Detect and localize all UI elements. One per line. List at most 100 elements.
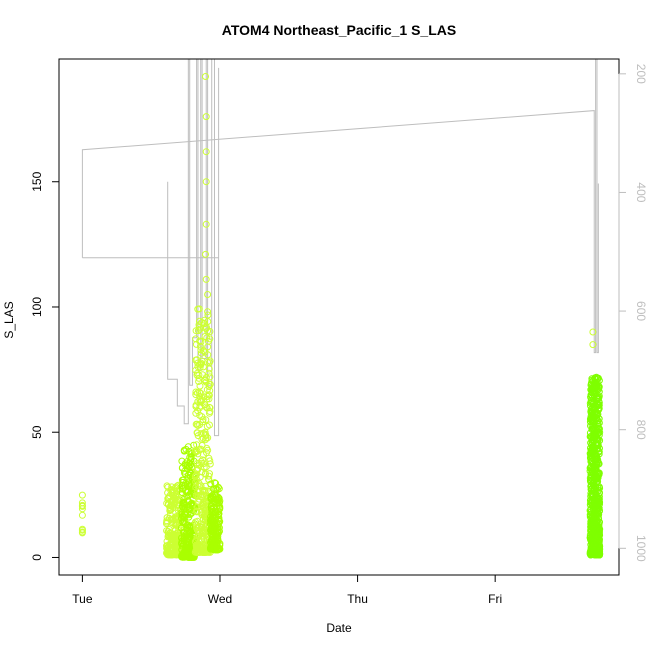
- scatter-point: [204, 393, 211, 400]
- scatter-point: [596, 550, 604, 558]
- scatter-point: [78, 525, 86, 533]
- scatter-point: [203, 422, 211, 430]
- scatter-point: [181, 469, 189, 477]
- scatter-point: [197, 482, 205, 490]
- scatter-point: [197, 458, 205, 465]
- scatter-point: [202, 436, 209, 444]
- scatter-point: [202, 487, 210, 495]
- scatter-point: [78, 505, 86, 513]
- scatter-point: [185, 491, 193, 499]
- scatter-point: [194, 305, 202, 313]
- scatter-point: [591, 485, 598, 493]
- scatter-point: [195, 479, 203, 487]
- scatter-point: [588, 407, 596, 415]
- scatter-point: [205, 391, 213, 399]
- scatter-point: [192, 356, 200, 364]
- scatter-point: [192, 391, 200, 399]
- scatter-point: [193, 447, 201, 455]
- scatter-point: [595, 460, 603, 468]
- x-tick-label: Thu: [347, 592, 368, 606]
- scatter-point: [203, 444, 211, 452]
- scatter-point: [595, 415, 603, 423]
- scatter-point: [215, 520, 223, 528]
- scatter-point: [195, 378, 203, 385]
- scatter-point: [201, 428, 209, 436]
- scatter-point: [214, 529, 222, 537]
- scatter-point: [210, 538, 218, 546]
- scatter-point: [167, 533, 175, 541]
- scatter-point: [199, 416, 207, 424]
- scatter-point: [168, 486, 176, 494]
- scatter-point: [206, 409, 213, 417]
- scatter-point: [192, 478, 200, 486]
- scatter-point: [197, 509, 205, 516]
- scatter-point: [192, 420, 200, 428]
- scatter-point: [588, 527, 596, 535]
- scatter-point: [202, 73, 209, 80]
- scatter-point: [78, 511, 86, 519]
- scatter-point: [206, 357, 214, 365]
- scatter-point: [178, 514, 186, 522]
- scatter-point: [213, 545, 221, 553]
- y2-tick-label: 800: [634, 420, 648, 440]
- scatter-point: [196, 402, 204, 410]
- scatter-point: [594, 505, 602, 513]
- scatter-point: [195, 498, 203, 506]
- scatter-point: [215, 510, 223, 518]
- scatter-point: [588, 438, 596, 445]
- scatter-point: [202, 113, 210, 121]
- scatter-point: [594, 474, 602, 482]
- scatter-point: [203, 449, 210, 457]
- x-tick-label: Fri: [488, 592, 502, 606]
- scatter-point: [207, 480, 215, 488]
- scatter-point: [171, 526, 179, 534]
- scatter-point: [596, 484, 604, 492]
- scatter-point: [589, 341, 597, 349]
- scatter-point: [587, 511, 595, 519]
- scatter-point: [587, 538, 595, 546]
- scatter-point: [593, 431, 601, 439]
- y-axis-left: 0 50 100 150: [30, 171, 60, 561]
- scatter-point: [593, 453, 601, 461]
- scatter-point: [194, 530, 202, 538]
- scatter-point: [591, 467, 599, 475]
- x-tick-label: Wed: [208, 592, 232, 606]
- scatter-point: [590, 516, 598, 524]
- scatter-point: [208, 509, 216, 517]
- plot-frame: [58, 58, 620, 576]
- scatter-point: [195, 323, 203, 331]
- scatter-point: [186, 511, 194, 519]
- scatter-point: [183, 544, 191, 552]
- scatter-point: [205, 365, 213, 373]
- x-axis: Tue Wed Thu Fri: [72, 574, 502, 606]
- scatter-point: [586, 534, 594, 542]
- scatter-point: [202, 374, 210, 381]
- scatter-point: [206, 373, 214, 381]
- scatter-point: [186, 532, 194, 540]
- scatter-point: [204, 311, 212, 319]
- scatter-point: [214, 495, 222, 503]
- scatter-point: [592, 543, 600, 551]
- scatter-point: [193, 471, 200, 479]
- scatter-point: [586, 477, 594, 485]
- scatter-point: [211, 479, 219, 487]
- scatter-point: [212, 492, 220, 500]
- scatter-point: [208, 518, 216, 525]
- scatter-point: [594, 526, 602, 534]
- line-series-layer: [81, 58, 599, 437]
- scatter-point: [164, 483, 172, 491]
- scatter-point: [195, 445, 203, 453]
- scatter-point: [192, 521, 200, 529]
- scatter-point: [587, 391, 595, 399]
- scatter-point: [204, 291, 212, 298]
- scatter-point: [194, 389, 201, 397]
- scatter-point: [203, 323, 210, 331]
- scatter-point: [199, 548, 207, 556]
- y2-tick-label: 1000: [634, 535, 648, 562]
- scatter-point: [187, 453, 195, 461]
- scatter-point: [202, 148, 210, 156]
- scatter-point: [201, 348, 209, 356]
- y2-tick-label: 400: [634, 182, 648, 202]
- scatter-point: [592, 484, 600, 492]
